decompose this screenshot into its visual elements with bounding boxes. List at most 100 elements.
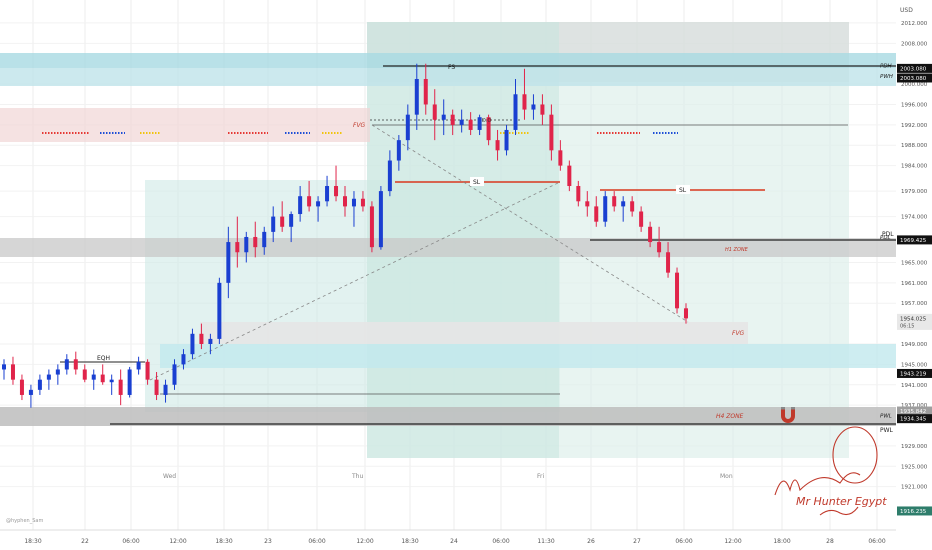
candle-body — [621, 201, 626, 207]
candle-body — [513, 94, 518, 130]
y-tick-label: 1945.000 — [901, 362, 928, 368]
candle-body — [253, 236, 258, 248]
candle-body — [549, 114, 554, 151]
y-tick-label: 1996.000 — [901, 102, 928, 108]
candle-body — [10, 364, 15, 380]
candle-body — [684, 308, 688, 319]
x-tick-label: 06:00 — [675, 538, 692, 545]
x-tick-label: 12:00 — [169, 538, 186, 545]
x-tick-label: 26 — [587, 538, 595, 545]
candle-body — [37, 379, 42, 390]
y-tick-label: 1925.000 — [901, 464, 928, 470]
candle-body — [172, 364, 177, 385]
candles — [2, 63, 688, 408]
h4-zone — [0, 407, 896, 426]
fvg-top-zone — [0, 108, 370, 142]
candle-body — [468, 119, 473, 130]
diag-line-1 — [149, 181, 561, 381]
candle-body — [298, 196, 303, 215]
pwh-band — [0, 68, 896, 86]
x-tick-label: 06:00 — [492, 538, 509, 545]
candle-body — [244, 236, 249, 253]
currency-label: USD — [900, 7, 913, 14]
candle-body — [109, 379, 114, 383]
candle-body — [360, 198, 365, 207]
candle-body — [163, 384, 168, 395]
levels — [42, 65, 896, 425]
candle-body — [639, 211, 644, 227]
candle-body — [145, 361, 150, 380]
h1-zone-label: H1 ZONE — [725, 247, 749, 253]
sl-label-2: SL — [679, 187, 687, 194]
y-tick-label: 2008.000 — [901, 41, 928, 47]
candle-body — [459, 119, 464, 125]
demand-band — [160, 344, 896, 368]
candle-body — [369, 206, 374, 248]
price-tag — [897, 63, 932, 73]
y-tick-label: 1957.000 — [901, 301, 928, 307]
x-tick-label: 11:30 — [537, 538, 554, 545]
candle-body — [190, 333, 195, 355]
candle-body — [423, 78, 428, 105]
y-tick-label: 2000.000 — [901, 82, 928, 88]
candle-body — [343, 196, 347, 207]
candle-body — [226, 242, 231, 283]
candle-body — [28, 389, 33, 395]
y-tick-label: 1921.000 — [901, 485, 928, 491]
x-tick-label: 28 — [826, 538, 834, 545]
candle-body — [82, 369, 87, 380]
fvg-bottom-zone — [200, 322, 748, 344]
candle-body — [387, 160, 392, 192]
candle-body — [2, 364, 6, 370]
price-tag-value: 1969.425 — [900, 238, 927, 244]
signature-logo: Mr Hunter Egypt — [774, 426, 887, 516]
h4-zone-label: H4 ZONE — [716, 413, 744, 420]
y-tick-label: 1988.000 — [901, 143, 928, 149]
y-tick-label: 1941.000 — [901, 383, 928, 389]
price-tag — [897, 235, 932, 245]
candle-body — [477, 117, 482, 130]
price-tag-value: 1934.345 — [900, 417, 927, 423]
x-tick-label: 06:00 — [308, 538, 325, 545]
x-tick-label: 06:00 — [868, 538, 885, 545]
price-tag — [897, 73, 932, 83]
x-tick-label: 27 — [633, 538, 641, 545]
candle-body — [64, 359, 69, 370]
candle-body — [504, 129, 509, 151]
candle-body — [576, 186, 581, 202]
candle-body — [289, 214, 294, 227]
x-tick-label: 18:00 — [773, 538, 790, 545]
price-axis[interactable]: 2012.000 2008.000 2000.000 1996.000 1992.000… — [880, 0, 932, 550]
eqh-label: EQH — [97, 355, 110, 362]
x-tick-label: 18:30 — [215, 538, 232, 545]
x-tick-label: 18:30 — [401, 538, 418, 545]
y-tick-label: 1961.000 — [901, 281, 928, 287]
magnet-icon[interactable] — [781, 407, 795, 423]
candle-body — [675, 272, 680, 309]
fs-label: FS — [448, 64, 455, 71]
candle-body — [432, 104, 437, 120]
x-tick-label: 24 — [450, 538, 458, 545]
candle-body — [441, 114, 446, 120]
price-tag — [897, 368, 932, 378]
candle-body — [73, 359, 78, 370]
candle-body — [280, 216, 285, 227]
price-tag — [897, 506, 932, 516]
candle-body — [405, 114, 410, 141]
x-tick-label: 18:30 — [24, 538, 41, 545]
pwl-label: PWL — [880, 427, 894, 434]
candle-body — [100, 374, 105, 383]
candle-body — [531, 104, 536, 110]
candle-body — [540, 104, 545, 115]
candle-body — [666, 252, 671, 273]
day-label-mon: Mon — [720, 473, 733, 480]
y-tick-label: 1992.000 — [901, 123, 928, 129]
fvg-top-label: FVG — [353, 122, 366, 129]
candle-body — [648, 226, 653, 243]
day-label-fri: Fri — [537, 473, 544, 480]
do-label: D.O — [482, 118, 491, 124]
candle-body — [603, 196, 608, 222]
time-axis[interactable]: 18:30 22 06:00 12:00 18:30 23 06:00 12:00 18:30 2… — [24, 538, 885, 545]
price-tag-value: 1935.842 — [900, 409, 926, 415]
